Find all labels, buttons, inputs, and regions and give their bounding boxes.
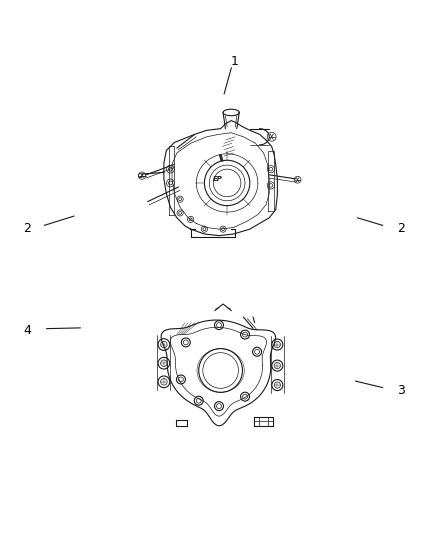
Text: 2: 2 (397, 222, 405, 235)
Text: 2: 2 (23, 222, 31, 235)
Text: 1: 1 (230, 55, 238, 68)
Text: 3: 3 (397, 384, 405, 397)
Text: EP: EP (212, 176, 223, 182)
Text: 4: 4 (23, 324, 31, 336)
